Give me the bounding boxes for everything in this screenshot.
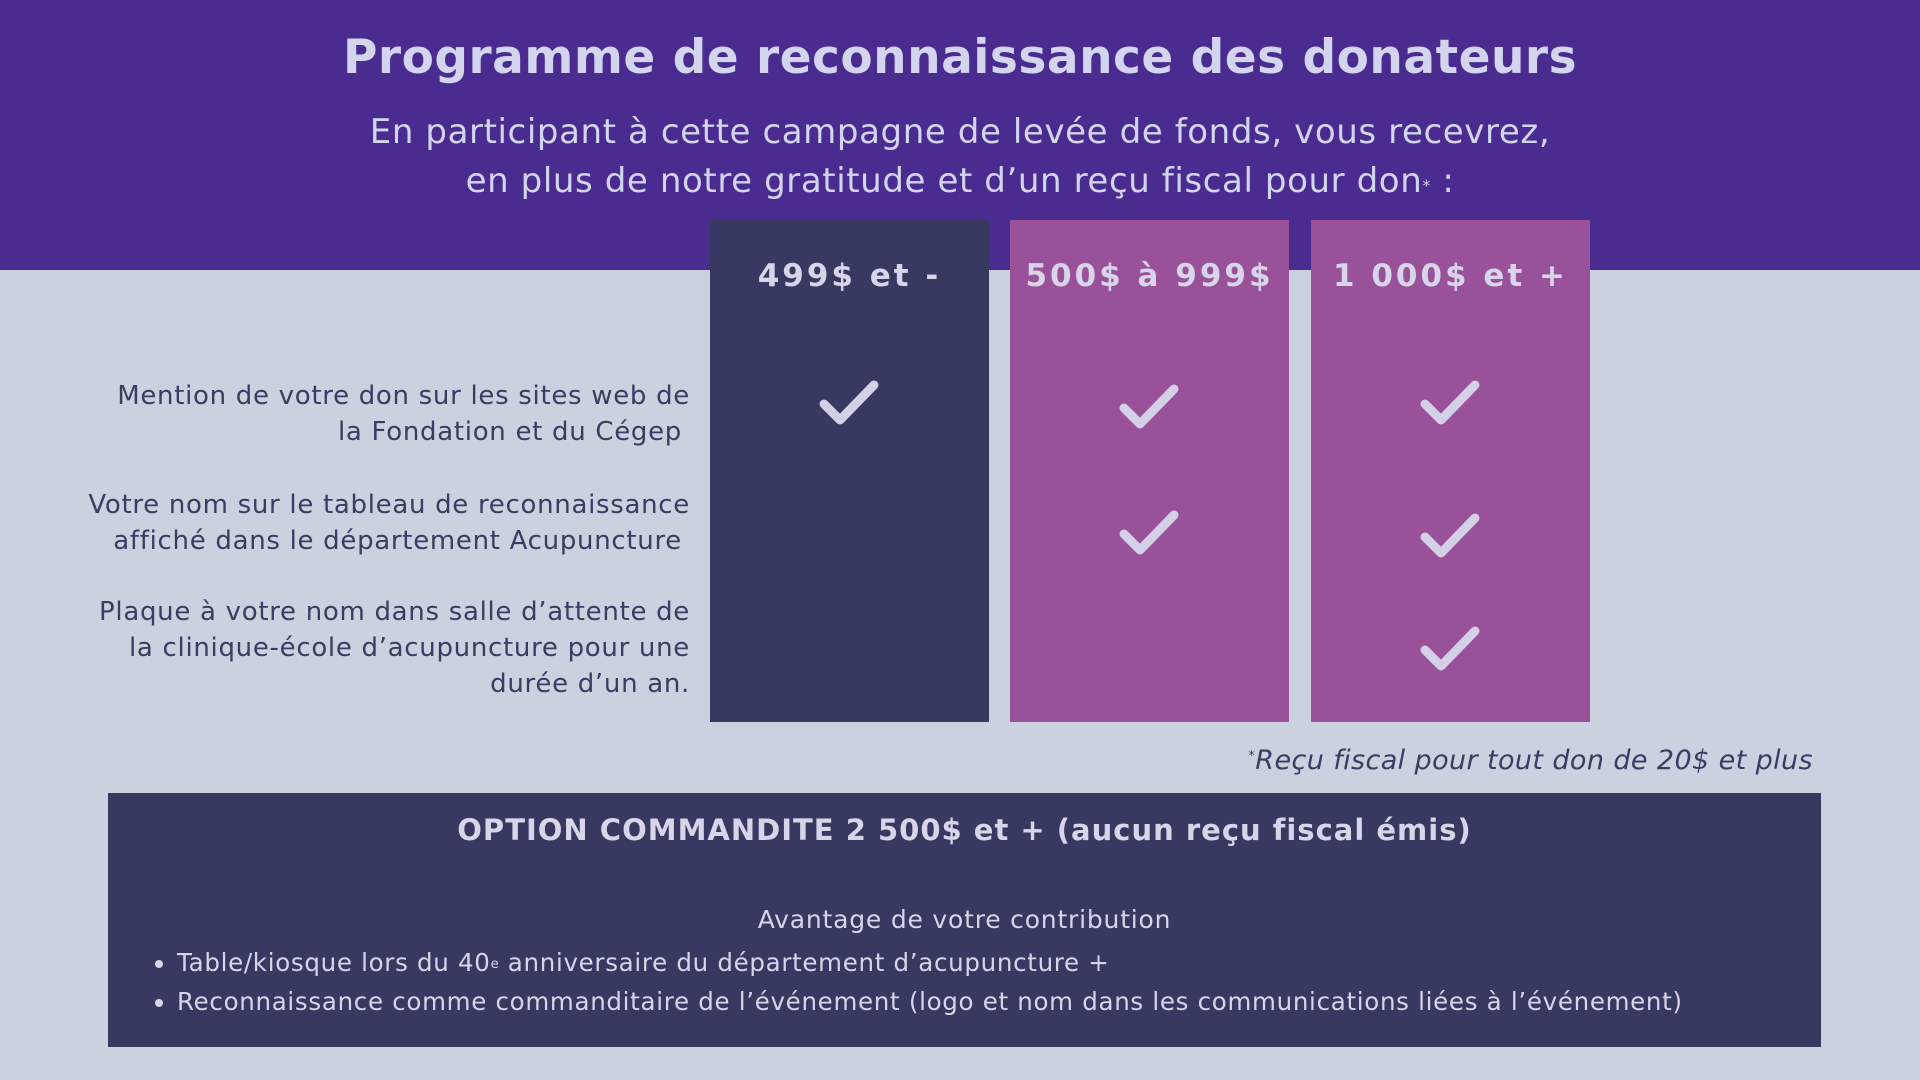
checkmark-icon — [1419, 510, 1481, 562]
benefit-web-mention: Mention de votre don sur les sites web d… — [50, 378, 690, 450]
tier-column-1: 499$ et - — [710, 220, 989, 722]
subtitle-asterisk: * — [1422, 176, 1431, 195]
sponsorship-option-box: OPTION COMMANDITE 2 500$ et + (aucun reç… — [108, 793, 1821, 1047]
subtitle-line-2: en plus de notre gratitude et d’un reçu … — [0, 157, 1920, 206]
list-item-text: Reconnaissance comme commanditaire de l’… — [177, 987, 1683, 1016]
list-item-text: anniversaire du département d’acupunctur… — [499, 948, 1110, 977]
benefit-line: Mention de votre don sur les sites web d… — [117, 381, 690, 411]
tax-receipt-footnote: *Reçu fiscal pour tout don de 20$ et plu… — [1248, 745, 1813, 776]
list-item-text: Table/kiosque lors du 40 — [177, 948, 491, 977]
checkmark-icon — [1419, 623, 1481, 675]
checkmark-icon — [1419, 377, 1481, 429]
page-title: Programme de reconnaissance des donateur… — [342, 30, 1578, 85]
footnote-text: Reçu fiscal pour tout don de 20$ et plus — [1255, 745, 1813, 776]
tier-heading: 499$ et - — [757, 258, 942, 294]
benefit-line: durée d’un an. — [490, 669, 690, 699]
tier-column-3: 1 000$ et + — [1311, 220, 1590, 722]
tier-heading: 500$ à 999$ — [1025, 258, 1274, 294]
checkmark-icon — [1118, 381, 1180, 433]
subtitle-colon: : — [1430, 161, 1455, 201]
benefit-line: affiché dans le département Acupuncture — [113, 526, 682, 556]
tier-column-2: 500$ à 999$ — [1010, 220, 1289, 722]
subtitle-line-2-text: en plus de notre gratitude et d’un reçu … — [465, 161, 1423, 201]
checkmark-icon — [818, 377, 880, 429]
benefit-line: la Fondation et du Cégep — [338, 417, 682, 447]
list-item: Reconnaissance comme commanditaire de l’… — [177, 982, 1683, 1021]
sponsorship-benefits-list: Table/kiosque lors du 40e anniversaire d… — [153, 943, 1683, 1021]
tier-heading: 1 000$ et + — [1332, 258, 1569, 294]
benefit-line: la clinique-école d’acupuncture pour une — [129, 633, 690, 663]
sponsorship-subtitle: Avantage de votre contribution — [757, 905, 1172, 934]
list-item: Table/kiosque lors du 40e anniversaire d… — [177, 943, 1683, 982]
benefit-recognition-board: Votre nom sur le tableau de reconnaissan… — [50, 487, 690, 559]
benefit-line: Plaque à votre nom dans salle d’attente … — [99, 597, 690, 627]
ordinal-superscript: e — [490, 957, 500, 972]
benefit-plaque: Plaque à votre nom dans salle d’attente … — [50, 594, 690, 702]
benefit-line: Votre nom sur le tableau de reconnaissan… — [88, 490, 690, 520]
page-subtitle: En participant à cette campagne de levée… — [0, 108, 1920, 206]
checkmark-icon — [1118, 507, 1180, 559]
footnote-asterisk: * — [1248, 749, 1256, 764]
subtitle-line-1: En participant à cette campagne de levée… — [369, 112, 1551, 152]
sponsorship-title: OPTION COMMANDITE 2 500$ et + (aucun reç… — [457, 813, 1472, 847]
